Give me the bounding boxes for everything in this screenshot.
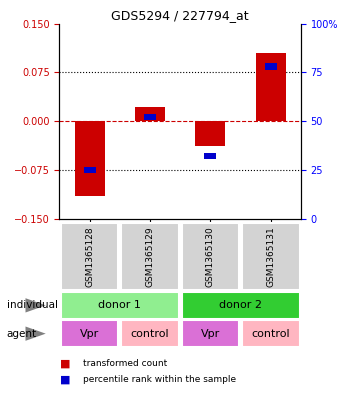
Text: control: control — [251, 329, 290, 339]
Text: ■: ■ — [59, 374, 70, 384]
Text: agent: agent — [7, 329, 37, 339]
Bar — [195, 121, 225, 146]
Text: GSM1365131: GSM1365131 — [266, 226, 275, 287]
Text: transformed count: transformed count — [83, 359, 168, 368]
Bar — [74, 121, 105, 196]
Text: donor 1: donor 1 — [98, 300, 141, 310]
Bar — [265, 63, 277, 70]
Title: GDS5294 / 227794_at: GDS5294 / 227794_at — [112, 9, 249, 22]
Text: individual: individual — [7, 300, 58, 310]
Polygon shape — [26, 327, 46, 341]
Bar — [84, 167, 96, 173]
Text: Vpr: Vpr — [80, 329, 99, 339]
Bar — [256, 53, 286, 121]
Text: control: control — [131, 329, 169, 339]
Text: ■: ■ — [59, 358, 70, 369]
Text: GSM1365128: GSM1365128 — [85, 226, 94, 287]
Text: GSM1365129: GSM1365129 — [146, 226, 154, 287]
Polygon shape — [26, 298, 46, 312]
Text: percentile rank within the sample: percentile rank within the sample — [83, 375, 236, 384]
Bar — [204, 153, 216, 160]
Text: GSM1365130: GSM1365130 — [206, 226, 215, 287]
Text: donor 2: donor 2 — [219, 300, 262, 310]
Bar — [144, 114, 156, 120]
Bar — [135, 107, 165, 121]
Text: Vpr: Vpr — [201, 329, 220, 339]
